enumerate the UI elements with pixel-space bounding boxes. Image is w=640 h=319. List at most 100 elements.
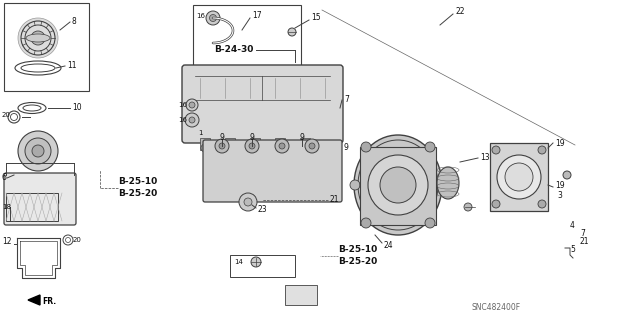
Text: 18: 18 xyxy=(2,204,11,210)
Bar xyxy=(6,193,58,221)
Circle shape xyxy=(288,28,296,36)
Text: 21: 21 xyxy=(580,236,589,246)
Circle shape xyxy=(276,144,284,152)
Circle shape xyxy=(425,218,435,228)
Text: 5: 5 xyxy=(570,246,575,255)
Circle shape xyxy=(31,31,45,45)
Circle shape xyxy=(189,102,195,108)
Text: SNC482400F: SNC482400F xyxy=(472,303,521,313)
Circle shape xyxy=(18,131,58,171)
Bar xyxy=(225,138,235,150)
Circle shape xyxy=(492,146,500,154)
Circle shape xyxy=(25,138,51,164)
Bar xyxy=(4,3,89,91)
Text: 15: 15 xyxy=(311,13,321,23)
Text: 21: 21 xyxy=(330,196,339,204)
Bar xyxy=(230,255,295,277)
Text: 19: 19 xyxy=(555,181,564,189)
Text: 6: 6 xyxy=(2,174,7,182)
Circle shape xyxy=(309,143,315,149)
Ellipse shape xyxy=(369,150,427,220)
Circle shape xyxy=(301,144,309,152)
Text: 8: 8 xyxy=(72,18,77,26)
Text: B-25-10: B-25-10 xyxy=(118,177,157,187)
Ellipse shape xyxy=(437,167,459,199)
Circle shape xyxy=(201,144,209,152)
Text: 16: 16 xyxy=(178,117,187,123)
Circle shape xyxy=(305,139,319,153)
Text: 20: 20 xyxy=(73,237,82,243)
Text: B-25-10: B-25-10 xyxy=(338,246,377,255)
Circle shape xyxy=(226,144,234,152)
Circle shape xyxy=(361,142,371,152)
Text: B-24-30: B-24-30 xyxy=(214,46,253,55)
Text: 4: 4 xyxy=(570,220,575,229)
Text: 23: 23 xyxy=(258,205,268,214)
Bar xyxy=(193,5,301,77)
Text: 14: 14 xyxy=(234,259,243,265)
Circle shape xyxy=(251,257,261,267)
Text: 7: 7 xyxy=(580,228,585,238)
Text: 10: 10 xyxy=(72,103,82,113)
Circle shape xyxy=(563,171,571,179)
Circle shape xyxy=(275,139,289,153)
Bar xyxy=(300,138,310,150)
Text: 16: 16 xyxy=(178,102,187,108)
Circle shape xyxy=(368,155,428,215)
FancyBboxPatch shape xyxy=(360,147,436,225)
Circle shape xyxy=(249,143,255,149)
Text: 9: 9 xyxy=(343,144,348,152)
Circle shape xyxy=(497,155,541,199)
Text: 24: 24 xyxy=(384,241,394,249)
Bar xyxy=(275,138,285,150)
Circle shape xyxy=(251,144,259,152)
Text: FR.: FR. xyxy=(42,296,56,306)
Circle shape xyxy=(425,142,435,152)
Text: 1: 1 xyxy=(198,130,202,136)
Circle shape xyxy=(186,99,198,111)
Circle shape xyxy=(18,18,58,58)
Polygon shape xyxy=(28,295,40,305)
Text: 3: 3 xyxy=(557,190,562,199)
Text: 17: 17 xyxy=(252,11,262,20)
Circle shape xyxy=(370,180,380,190)
Circle shape xyxy=(215,139,229,153)
Text: 12: 12 xyxy=(2,236,12,246)
Circle shape xyxy=(361,218,371,228)
Circle shape xyxy=(538,146,546,154)
Text: B-25-20: B-25-20 xyxy=(338,257,377,266)
Bar xyxy=(285,285,317,305)
Text: 11: 11 xyxy=(67,62,77,70)
FancyBboxPatch shape xyxy=(182,65,343,143)
Circle shape xyxy=(538,200,546,208)
Circle shape xyxy=(245,139,259,153)
Text: 20: 20 xyxy=(2,112,11,118)
Circle shape xyxy=(505,163,533,191)
Text: 9: 9 xyxy=(250,132,255,142)
Bar xyxy=(200,138,210,150)
Circle shape xyxy=(206,11,220,25)
Circle shape xyxy=(32,145,44,157)
Text: 9: 9 xyxy=(300,132,305,142)
Text: 19: 19 xyxy=(555,138,564,147)
Text: 22: 22 xyxy=(455,8,465,17)
FancyBboxPatch shape xyxy=(4,173,76,225)
Circle shape xyxy=(464,203,472,211)
Text: B-25-20: B-25-20 xyxy=(118,189,157,198)
Circle shape xyxy=(380,167,416,203)
Circle shape xyxy=(360,180,370,190)
Circle shape xyxy=(279,143,285,149)
Circle shape xyxy=(219,143,225,149)
Text: 13: 13 xyxy=(480,153,490,162)
Bar xyxy=(250,138,260,150)
Circle shape xyxy=(350,180,360,190)
Text: 9: 9 xyxy=(220,132,225,142)
Text: 16: 16 xyxy=(196,13,205,19)
Circle shape xyxy=(189,117,195,123)
FancyBboxPatch shape xyxy=(203,140,342,202)
Ellipse shape xyxy=(26,34,50,42)
Circle shape xyxy=(239,193,257,211)
Circle shape xyxy=(492,200,500,208)
Circle shape xyxy=(185,113,199,127)
Bar xyxy=(490,143,548,211)
